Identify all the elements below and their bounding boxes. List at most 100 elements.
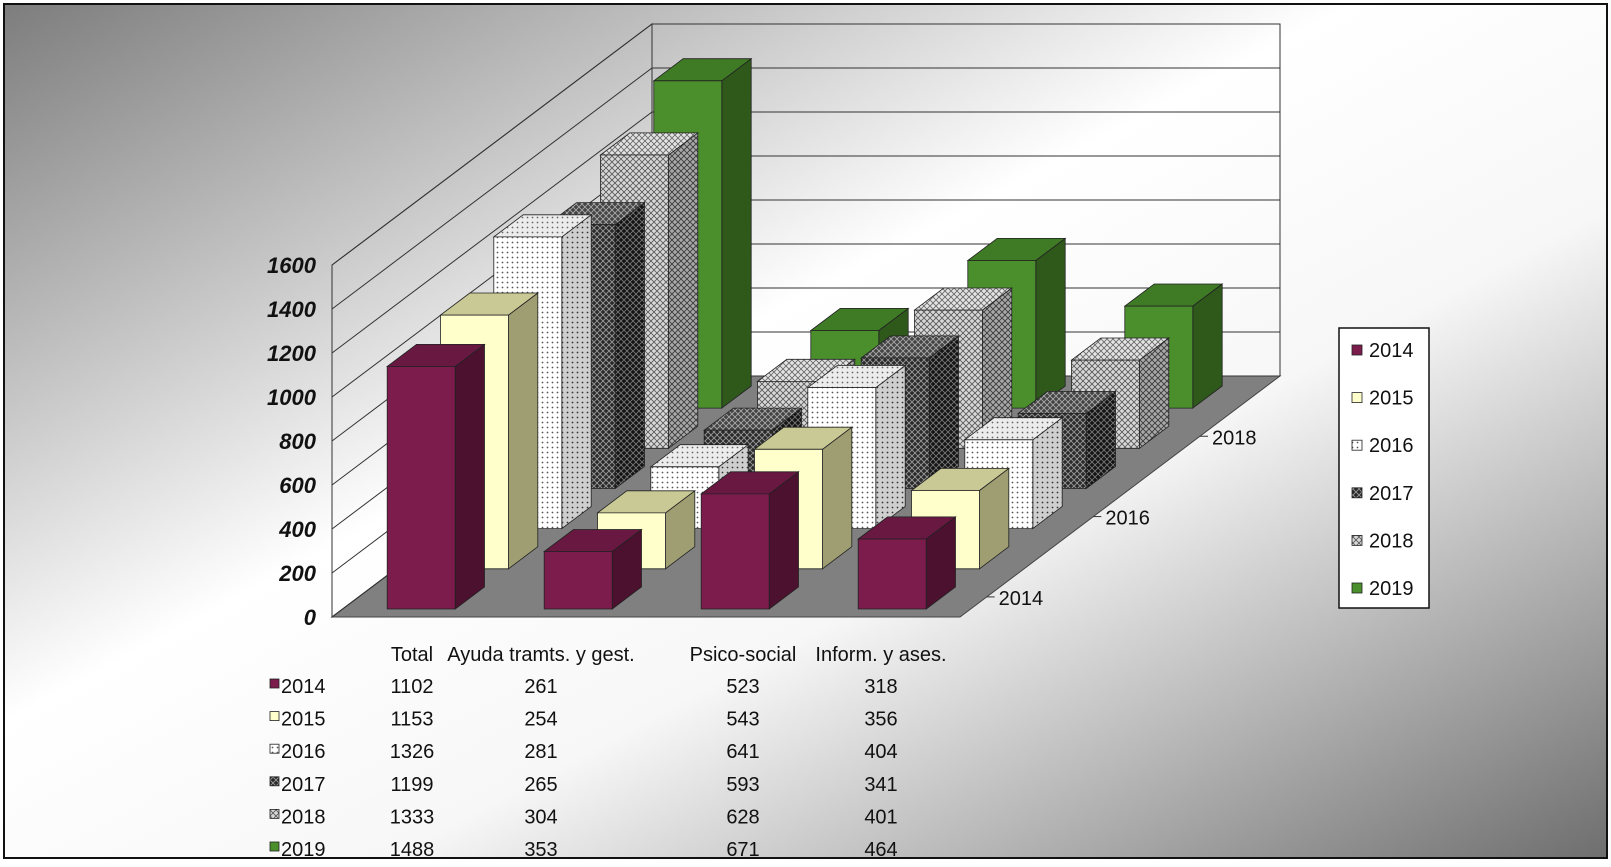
bar-2014-1 — [543, 528, 643, 610]
table-swatch — [269, 809, 280, 819]
table-swatch — [269, 678, 280, 689]
legend-swatch — [1351, 535, 1363, 546]
y-tick-label: 400 — [278, 517, 316, 542]
depth-tick-label: 2018 — [1212, 427, 1257, 449]
table-cell: 1326 — [390, 741, 435, 763]
bar-front — [857, 538, 927, 610]
y-tick-label: 1600 — [267, 253, 317, 278]
table-row: 2015 1153 254 543 356 — [269, 709, 898, 731]
data-table: Total Ayuda tramts. y gest. Psico-social In… — [269, 644, 947, 861]
table-row: 2018 1333 304 628 401 — [269, 806, 898, 828]
bar-front — [543, 551, 613, 610]
bar-side — [508, 292, 539, 570]
bar-side — [822, 426, 853, 570]
table-cell: 1102 — [390, 676, 433, 698]
table-cell: 356 — [864, 709, 897, 731]
legend-swatch — [1351, 344, 1363, 356]
table-row-label: 2018 — [281, 806, 326, 828]
table-row: 2016 1326 281 641 404 — [269, 741, 898, 763]
y-tick-label: 1000 — [267, 385, 317, 410]
table-cell: 523 — [726, 676, 759, 698]
bar-side — [721, 57, 752, 409]
legend-swatch — [1351, 582, 1363, 594]
table-header: Ayuda tramts. y gest. — [447, 644, 635, 666]
bar-side — [928, 335, 959, 490]
table-row: 2017 1199 265 593 341 — [269, 774, 898, 796]
y-tick-label: 800 — [279, 429, 316, 454]
bar-side — [1035, 237, 1066, 409]
table-swatch — [269, 743, 280, 754]
legend-item: 2017 — [1351, 483, 1414, 505]
table-cell: 464 — [864, 839, 897, 861]
table-row-label: 2016 — [281, 741, 326, 763]
depth-axis: 2014 2016 2018 — [986, 427, 1257, 610]
table-header: Inform. y ases. — [815, 644, 946, 666]
legend-label: 2015 — [1369, 388, 1414, 410]
y-tick-label: 1400 — [267, 297, 317, 322]
legend-label: 2019 — [1369, 578, 1414, 600]
table-cell: 341 — [864, 774, 897, 796]
table-cell: 401 — [864, 806, 897, 828]
legend-swatch — [1351, 439, 1363, 451]
table-cell: 543 — [726, 709, 759, 731]
legend-swatch — [1351, 487, 1363, 499]
table-row-label: 2017 — [281, 774, 326, 796]
gridline — [331, 111, 1280, 354]
table-cell: 304 — [524, 806, 557, 828]
table-cell: 671 — [726, 839, 759, 861]
depth-tick-label: 2014 — [999, 588, 1044, 610]
bar-side — [614, 201, 645, 490]
table-cell: 1333 — [390, 806, 435, 828]
y-tick-label: 1200 — [267, 341, 317, 366]
table-row-label: 2014 — [281, 676, 326, 698]
bar-side — [875, 364, 906, 530]
table-row-label: 2019 — [281, 839, 326, 861]
gridline — [331, 67, 1280, 310]
bar-2014-2 — [700, 470, 800, 610]
legend-label: 2018 — [1369, 530, 1414, 552]
legend-swatch — [1351, 392, 1363, 404]
legend-label: 2017 — [1369, 483, 1414, 505]
bar-2014-0 — [386, 343, 486, 610]
legend-box — [1338, 327, 1430, 609]
table-row-label: 2015 — [281, 709, 326, 731]
bar-2014-3 — [857, 516, 957, 610]
bars — [386, 57, 1224, 610]
y-axis: 0 200 400 600 800 1000 1200 1400 1600 — [267, 253, 317, 630]
y-tick-label: 200 — [278, 561, 316, 586]
legend-item: 2015 — [1351, 388, 1414, 410]
table-cell: 261 — [524, 676, 557, 698]
table-cell: 1153 — [390, 709, 433, 731]
table-row: 2019 1488 353 671 464 — [269, 839, 898, 861]
table-cell: 628 — [726, 806, 759, 828]
table-cell: 1488 — [390, 839, 435, 861]
legend-label: 2014 — [1369, 340, 1414, 362]
table-cell: 281 — [524, 741, 557, 763]
table-cell: 404 — [864, 741, 897, 763]
table-swatch — [269, 711, 280, 721]
table-cell: 318 — [864, 676, 897, 698]
table-swatch — [269, 841, 280, 852]
gridline — [331, 23, 1280, 266]
legend: 2014 2015 2016 2017 2018 2019 — [1338, 327, 1430, 609]
table-cell: 641 — [726, 741, 759, 763]
legend-item: 2019 — [1351, 578, 1414, 600]
table-header: Psico-social — [690, 644, 797, 666]
legend-item: 2014 — [1351, 340, 1414, 362]
bar-side — [561, 213, 592, 530]
bar-front — [386, 366, 456, 610]
bar-front — [700, 493, 770, 610]
bar-side — [668, 132, 699, 450]
table-cell: 593 — [726, 774, 759, 796]
legend-label: 2016 — [1369, 435, 1414, 457]
table-header: Total — [391, 644, 433, 666]
depth-tick-label: 2016 — [1105, 508, 1150, 530]
table-cell: 265 — [524, 774, 557, 796]
table-row: 2014 1102 261 523 318 — [269, 676, 898, 698]
y-tick-label: 0 — [304, 605, 317, 630]
legend-item: 2016 — [1351, 435, 1414, 457]
legend-item: 2018 — [1351, 530, 1414, 552]
bar-side — [768, 470, 799, 610]
